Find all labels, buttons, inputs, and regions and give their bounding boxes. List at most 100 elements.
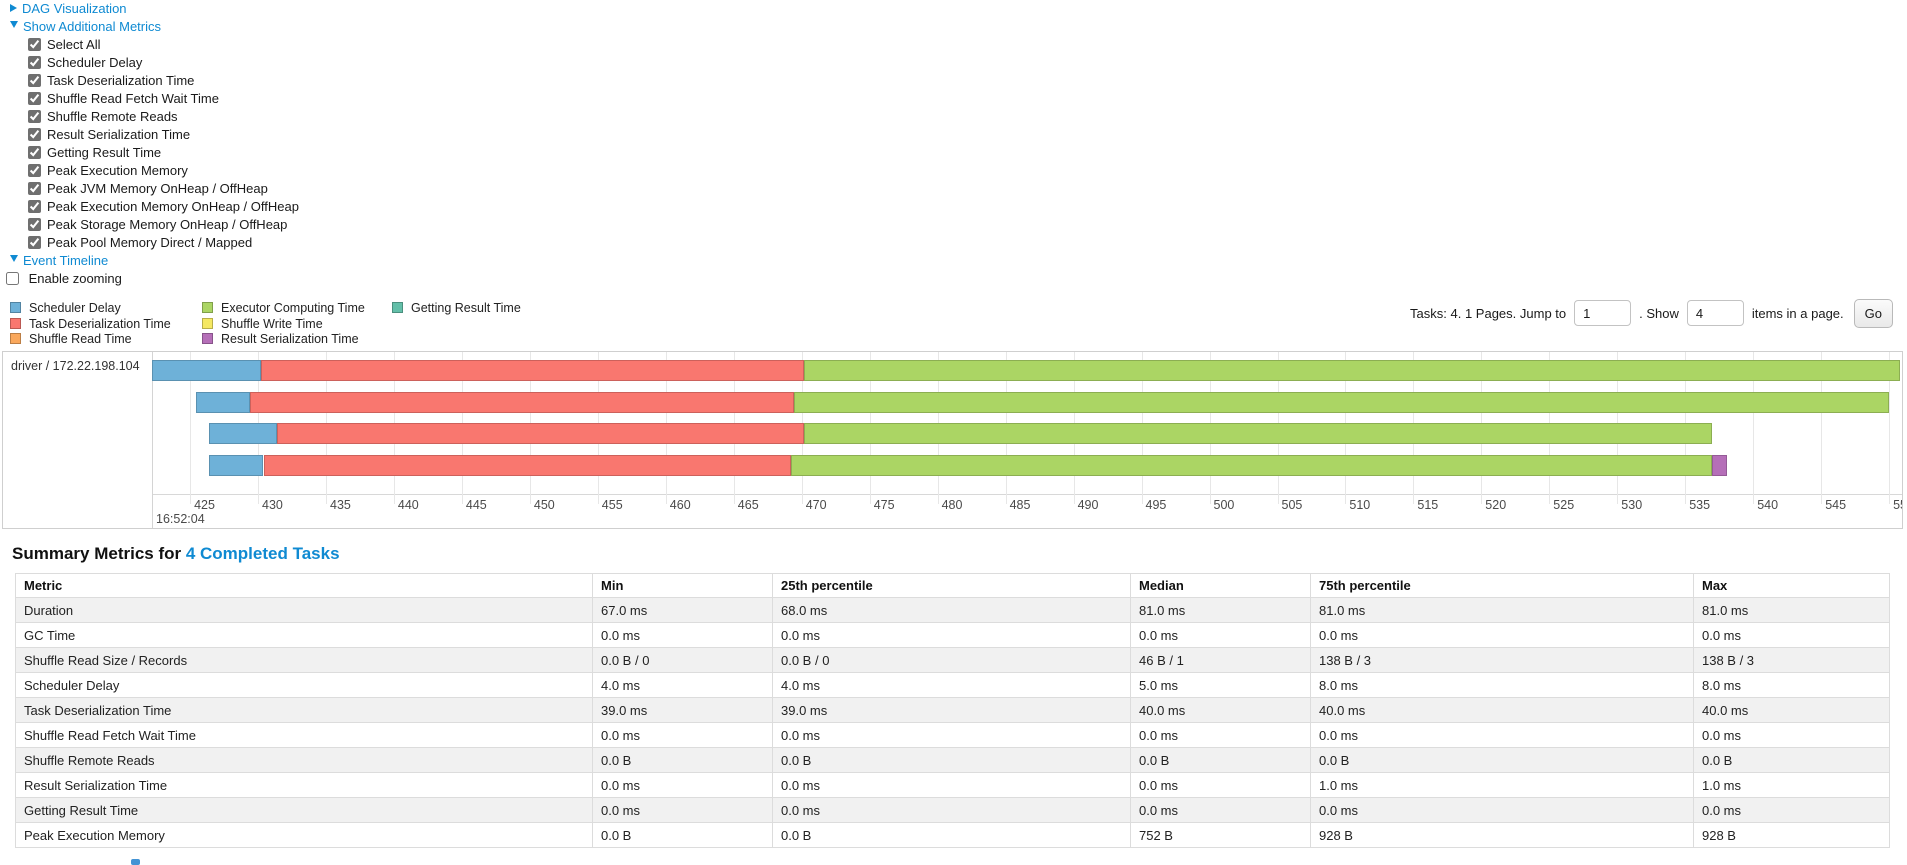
metric-checkbox-row[interactable]: Getting Result Time xyxy=(0,144,900,162)
metric-checkbox-row[interactable]: Task Deserialization Time xyxy=(0,72,900,90)
metric-checkbox[interactable] xyxy=(28,92,41,105)
event-timeline-link[interactable]: Event Timeline xyxy=(23,253,109,268)
metric-checkbox[interactable] xyxy=(28,128,41,141)
metric-checkbox[interactable] xyxy=(28,218,41,231)
axis-tick-label: 470 xyxy=(805,498,827,512)
timeline-bar-segment-executor-computing[interactable] xyxy=(793,391,1890,413)
table-cell: 67.0 ms xyxy=(592,597,773,623)
table-cell: 81.0 ms xyxy=(1310,597,1694,623)
axis-tick-label: 530 xyxy=(1621,498,1643,512)
metric-checkbox[interactable] xyxy=(28,164,41,177)
metric-checkbox[interactable] xyxy=(28,146,41,159)
metric-checkbox-row[interactable]: Peak Execution Memory OnHeap / OffHeap xyxy=(0,198,900,216)
legend-column: Getting Result Time xyxy=(392,301,521,348)
event-timeline-toggle[interactable]: Event Timeline xyxy=(0,252,900,270)
metric-checkbox-row[interactable]: Peak Execution Memory xyxy=(0,162,900,180)
timeline-bar-segment-task-deserialization[interactable] xyxy=(277,423,805,444)
table-cell: 0.0 B / 0 xyxy=(592,647,773,673)
timeline-bar-segment-scheduler-delay[interactable] xyxy=(209,454,264,476)
legend-label: Scheduler Delay xyxy=(29,301,121,315)
table-cell: 0.0 ms xyxy=(1130,797,1311,823)
metric-checkbox-label: Task Deserialization Time xyxy=(47,73,195,88)
metric-checkbox-row[interactable]: Shuffle Read Fetch Wait Time xyxy=(0,90,900,108)
task-pagination: Tasks: 4. 1 Pages. Jump to . Show items … xyxy=(1410,296,1893,330)
table-cell: 0.0 B xyxy=(592,822,773,848)
table-cell: 0.0 B xyxy=(772,747,1131,773)
completed-tasks-link[interactable]: 4 Completed Tasks xyxy=(185,544,340,563)
legend-item: Executor Computing Time xyxy=(202,301,392,317)
dag-visualization-toggle[interactable]: DAG Visualization xyxy=(0,0,900,18)
summary-table-body: Duration 67.0 ms 68.0 ms 81.0 ms 81.0 ms 81.0… xyxy=(15,597,1890,848)
dag-visualization-link[interactable]: DAG Visualization xyxy=(22,1,127,16)
table-cell: 138 B / 3 xyxy=(1310,647,1694,673)
table-row: Peak Execution Memory 0.0 B 0.0 B 752 B 928 … xyxy=(15,822,1890,848)
jump-to-page-input[interactable] xyxy=(1574,300,1632,326)
metric-checkbox-row[interactable]: Scheduler Delay xyxy=(0,54,900,72)
table-row: Shuffle Read Size / Records 0.0 B / 0 0.0 … xyxy=(15,647,1890,673)
timeline-bar-segment-task-deserialization[interactable] xyxy=(260,360,805,381)
metric-checkbox[interactable] xyxy=(28,110,41,123)
enable-zooming-row[interactable]: Enable zooming xyxy=(0,271,122,286)
table-cell: Shuffle Read Fetch Wait Time xyxy=(15,722,593,748)
table-cell: 0.0 ms xyxy=(592,772,773,798)
table-cell: 39.0 ms xyxy=(772,697,1131,723)
table-header-cell: Max xyxy=(1693,573,1890,598)
timeline-bar-segment-scheduler-delay[interactable] xyxy=(152,360,261,381)
table-cell: 0.0 B xyxy=(1693,747,1890,773)
table-row: Shuffle Read Fetch Wait Time 0.0 ms 0.0 ms… xyxy=(15,722,1890,748)
timeline-bar-segment-executor-computing[interactable] xyxy=(804,423,1713,444)
timeline-bar-segment-scheduler-delay[interactable] xyxy=(195,391,250,413)
metric-checkbox-label: Peak JVM Memory OnHeap / OffHeap xyxy=(47,181,268,196)
timeline-bar-segment-executor-computing[interactable] xyxy=(790,454,1713,476)
table-cell: 0.0 ms xyxy=(772,772,1131,798)
table-cell: Shuffle Remote Reads xyxy=(15,747,593,773)
timeline-bar-segment-result-serialization[interactable] xyxy=(1712,454,1728,476)
table-cell: 0.0 ms xyxy=(772,722,1131,748)
table-cell: 928 B xyxy=(1310,822,1694,848)
axis-tick-label: 525 xyxy=(1553,498,1575,512)
table-row: Duration 67.0 ms 68.0 ms 81.0 ms 81.0 ms 81.0… xyxy=(15,597,1890,623)
summary-metrics-title: Summary Metrics for 4 Completed Tasks xyxy=(12,544,340,564)
show-additional-metrics-toggle[interactable]: Show Additional Metrics xyxy=(0,18,900,36)
table-cell: 0.0 ms xyxy=(1693,622,1890,648)
legend-item: Task Deserialization Time xyxy=(10,317,202,333)
show-additional-metrics-link[interactable]: Show Additional Metrics xyxy=(23,19,162,34)
table-cell: 928 B xyxy=(1693,822,1890,848)
table-header-cell: 75th percentile xyxy=(1310,573,1694,598)
grid-line xyxy=(1821,352,1823,504)
axis-tick-label: 435 xyxy=(330,498,351,512)
legend-item: Shuffle Write Time xyxy=(202,317,392,333)
summary-metrics-table: Metric Min 25th percentile Median 75th perce… xyxy=(15,573,1890,848)
metric-checkbox[interactable] xyxy=(28,182,41,195)
metric-checkbox[interactable] xyxy=(28,38,41,51)
metric-checkbox-row[interactable]: Peak JVM Memory OnHeap / OffHeap xyxy=(0,180,900,198)
metric-checkbox-row[interactable]: Select All xyxy=(0,36,900,54)
event-timeline-chart: driver / 172.22.198.104 16:52:04 425 430 4… xyxy=(2,351,1903,529)
timeline-bar-segment-task-deserialization[interactable] xyxy=(263,454,791,476)
go-button[interactable]: Go xyxy=(1853,298,1893,328)
timeline-bar-segment-task-deserialization[interactable] xyxy=(249,391,794,413)
metric-checkbox-label: Shuffle Read Fetch Wait Time xyxy=(47,91,219,106)
timeline-bar-segment-scheduler-delay[interactable] xyxy=(209,423,278,444)
metric-checkbox-row[interactable]: Result Serialization Time xyxy=(0,126,900,144)
legend-label: Executor Computing Time xyxy=(221,301,365,315)
table-header-cell: 25th percentile xyxy=(772,573,1131,598)
metric-checkbox[interactable] xyxy=(28,236,41,249)
metric-checkbox[interactable] xyxy=(28,200,41,213)
table-cell: 46 B / 1 xyxy=(1130,647,1311,673)
table-cell: 0.0 B xyxy=(772,822,1131,848)
grid-line xyxy=(1889,352,1891,504)
metric-checkbox[interactable] xyxy=(28,56,41,69)
metric-checkbox[interactable] xyxy=(28,74,41,87)
task-deserialization-swatch xyxy=(10,317,21,329)
legend-item: Result Serialization Time xyxy=(202,332,392,348)
metric-checkbox-row[interactable]: Peak Storage Memory OnHeap / OffHeap xyxy=(0,216,900,234)
summary-table-header-row: Metric Min 25th percentile Median 75th perce… xyxy=(15,573,1890,598)
metric-checkbox-row[interactable]: Peak Pool Memory Direct / Mapped xyxy=(0,234,900,252)
items-per-page-input[interactable] xyxy=(1686,300,1744,326)
axis-tick-label: 490 xyxy=(1077,498,1099,512)
metric-checkbox-row[interactable]: Shuffle Remote Reads xyxy=(0,108,900,126)
next-section-clipped-element xyxy=(131,859,140,865)
timeline-bar-segment-executor-computing[interactable] xyxy=(804,360,1900,381)
enable-zooming-checkbox[interactable] xyxy=(6,272,19,285)
